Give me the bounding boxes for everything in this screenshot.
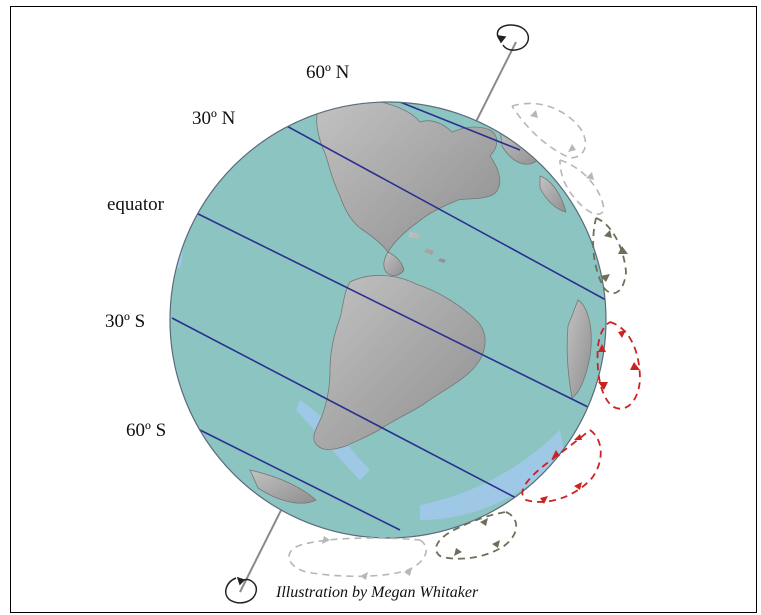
arrowhead-red [618,330,626,338]
label-60-south: 60º S [126,420,166,442]
label-30-north: 30º N [192,108,235,130]
label-equator: equator [107,194,164,216]
polar-cell-south-outer [289,538,426,576]
arrowhead-gray [530,110,538,118]
label-60-north: 60º N [306,62,349,84]
label-30-south: 30º S [105,311,145,333]
illustration-credit: Illustration by Megan Whitaker [276,584,478,602]
arrowhead-gray [322,536,330,544]
arrowhead-gray [586,172,594,180]
arrowhead-gray [568,144,576,152]
arrowhead-gray [360,572,368,580]
arrowhead-red [574,482,582,490]
arrowhead-olive [454,548,462,556]
arrowhead-red [598,382,608,390]
arrowhead-olive [492,540,500,548]
arrowhead-red [574,434,582,440]
shallow-water [172,210,182,268]
arrowhead-olive [604,230,612,238]
globe [170,90,606,538]
